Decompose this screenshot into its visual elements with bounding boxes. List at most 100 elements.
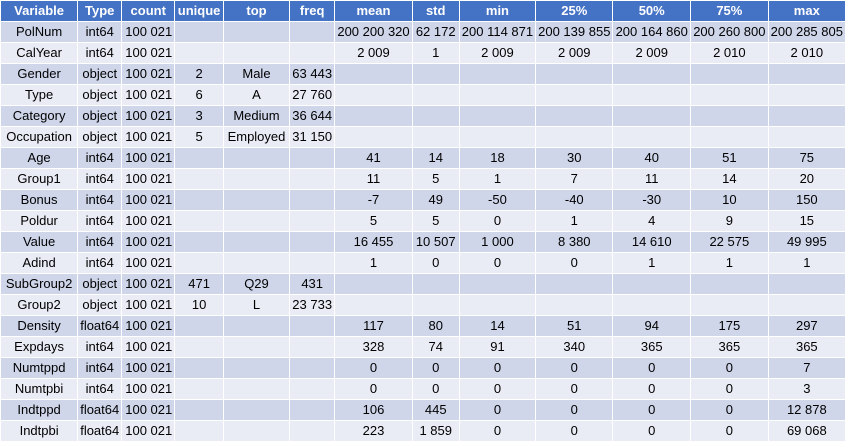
- table-row: Density float64 100 021 117 80 14 51 94 175 297: [0, 315, 846, 337]
- cell-variable: Age: [0, 147, 79, 169]
- cell-max: 200 285 805: [767, 21, 846, 43]
- cell-max: 12 878: [767, 399, 846, 421]
- cell-type: int64: [77, 231, 123, 253]
- cell-unique: [174, 210, 224, 232]
- cell-p25: 0: [535, 399, 614, 421]
- table-row: Numtppd int64 100 021 0 0 0 0 0 0 7: [0, 357, 846, 379]
- header-top: top: [222, 0, 291, 22]
- cell-variable: Indtpbi: [0, 420, 79, 442]
- cell-std: 5: [411, 168, 460, 190]
- cell-variable: Numtppd: [0, 357, 79, 379]
- cell-unique: 6: [174, 84, 224, 106]
- cell-max: 150: [767, 189, 846, 211]
- table-row: CalYear int64 100 021 2 009 1 2 009 2 009 2 009…: [0, 42, 846, 64]
- cell-top: [222, 399, 291, 421]
- cell-freq: [289, 315, 336, 337]
- cell-min: 0: [458, 252, 537, 274]
- cell-variable: Occupation: [0, 126, 79, 148]
- cell-min: -50: [458, 189, 537, 211]
- cell-min: 200 114 871: [458, 21, 537, 43]
- cell-freq: [289, 399, 336, 421]
- cell-min: 0: [458, 420, 537, 442]
- cell-std: [411, 273, 460, 295]
- cell-variable: Gender: [0, 63, 79, 85]
- cell-unique: [174, 147, 224, 169]
- cell-p25: -40: [535, 189, 614, 211]
- cell-p50: 14 610: [612, 231, 692, 253]
- table-body: PolNum int64 100 021 200 200 320 62 172 200 1…: [0, 21, 846, 442]
- cell-p25: 0: [535, 378, 614, 400]
- cell-p75: 175: [690, 315, 769, 337]
- cell-max: 365: [767, 336, 846, 358]
- cell-top: [222, 147, 291, 169]
- cell-count: 100 021: [121, 63, 176, 85]
- cell-type: float64: [77, 399, 123, 421]
- cell-mean: [334, 105, 413, 127]
- cell-p75: 22 575: [690, 231, 769, 253]
- header-50pct: 50%: [612, 0, 692, 22]
- cell-mean: 11: [334, 168, 413, 190]
- cell-count: 100 021: [121, 420, 176, 442]
- cell-top: L: [222, 294, 291, 316]
- header-type: Type: [77, 0, 123, 22]
- cell-max: [767, 105, 846, 127]
- cell-std: 14: [411, 147, 460, 169]
- cell-type: int64: [77, 189, 123, 211]
- header-std: std: [411, 0, 460, 22]
- cell-mean: 0: [334, 357, 413, 379]
- cell-std: [411, 63, 460, 85]
- cell-mean: 1: [334, 252, 413, 274]
- cell-p25: [535, 294, 614, 316]
- cell-p75: 10: [690, 189, 769, 211]
- cell-std: 49: [411, 189, 460, 211]
- cell-std: 445: [411, 399, 460, 421]
- cell-freq: [289, 168, 336, 190]
- cell-p25: [535, 105, 614, 127]
- cell-freq: [289, 252, 336, 274]
- table-row: Bonus int64 100 021 -7 49 -50 -40 -30 10 150: [0, 189, 846, 211]
- cell-p50: 200 164 860: [612, 21, 692, 43]
- cell-mean: 200 200 320: [334, 21, 413, 43]
- cell-max: 1: [767, 252, 846, 274]
- cell-min: 91: [458, 336, 537, 358]
- cell-top: [222, 168, 291, 190]
- cell-count: 100 021: [121, 168, 176, 190]
- cell-min: 1 000: [458, 231, 537, 253]
- cell-p75: [690, 84, 769, 106]
- cell-variable: Group1: [0, 168, 79, 190]
- cell-p25: 340: [535, 336, 614, 358]
- cell-min: [458, 84, 537, 106]
- cell-std: 0: [411, 378, 460, 400]
- cell-variable: Expdays: [0, 336, 79, 358]
- cell-type: int64: [77, 210, 123, 232]
- cell-p75: 0: [690, 399, 769, 421]
- cell-freq: [289, 420, 336, 442]
- cell-mean: 16 455: [334, 231, 413, 253]
- cell-min: 14: [458, 315, 537, 337]
- cell-type: int64: [77, 21, 123, 43]
- cell-p75: 0: [690, 378, 769, 400]
- cell-p25: [535, 63, 614, 85]
- cell-count: 100 021: [121, 252, 176, 274]
- header-variable: Variable: [0, 0, 79, 22]
- cell-std: [411, 294, 460, 316]
- cell-min: 0: [458, 399, 537, 421]
- cell-type: int64: [77, 357, 123, 379]
- cell-top: [222, 42, 291, 64]
- cell-p75: 9: [690, 210, 769, 232]
- cell-max: 69 068: [767, 420, 846, 442]
- cell-freq: [289, 336, 336, 358]
- cell-count: 100 021: [121, 315, 176, 337]
- cell-std: 74: [411, 336, 460, 358]
- cell-unique: 471: [174, 273, 224, 295]
- cell-p75: 365: [690, 336, 769, 358]
- cell-freq: 431: [289, 273, 336, 295]
- cell-std: 1 859: [411, 420, 460, 442]
- cell-max: 20: [767, 168, 846, 190]
- cell-variable: Category: [0, 105, 79, 127]
- cell-p50: 4: [612, 210, 692, 232]
- cell-freq: [289, 210, 336, 232]
- cell-min: 18: [458, 147, 537, 169]
- cell-count: 100 021: [121, 399, 176, 421]
